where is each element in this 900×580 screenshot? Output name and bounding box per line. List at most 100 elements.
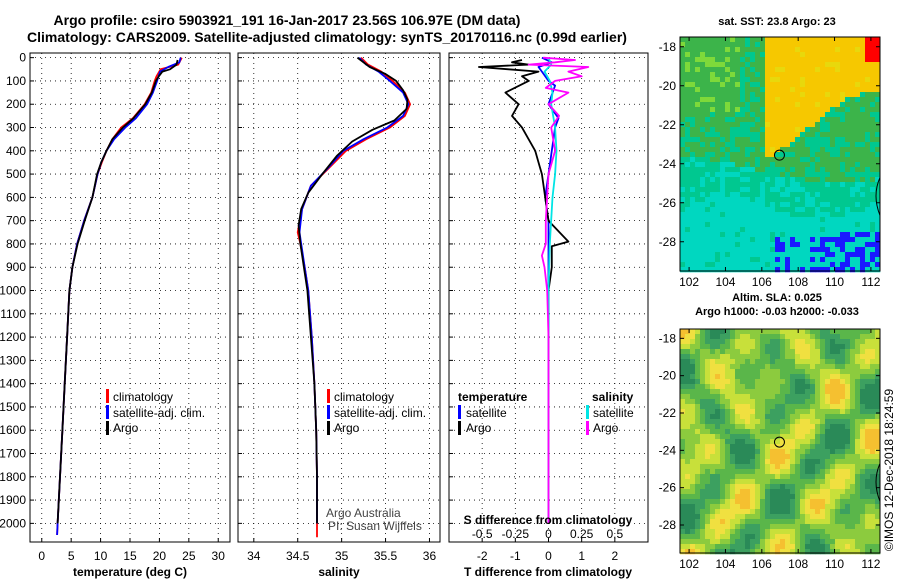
map-cell [810, 212, 816, 218]
map-cell [740, 429, 746, 435]
map-cell [730, 72, 736, 78]
map-cell [770, 62, 776, 68]
map-cell [730, 87, 736, 93]
map-cell [780, 444, 786, 450]
map-cell [785, 369, 791, 375]
map-cell [795, 77, 801, 83]
map-cell [845, 419, 851, 425]
map-cell [770, 42, 776, 48]
map-cell [745, 117, 751, 123]
map-cell [830, 47, 836, 53]
map-cell [860, 399, 866, 405]
map-cell [700, 404, 706, 410]
map-cell [865, 62, 871, 68]
map-cell [795, 172, 801, 178]
map-cell [825, 237, 831, 243]
map-cell [760, 112, 766, 118]
map-cell [735, 132, 741, 138]
map-cell [690, 429, 696, 435]
map-cell [680, 112, 686, 118]
map-cell [870, 202, 876, 208]
map-cell [860, 444, 866, 450]
map-cell [695, 72, 701, 78]
map-cell [750, 504, 756, 510]
map-cell [730, 369, 736, 375]
map-cell [815, 167, 821, 173]
map-cell [710, 389, 716, 395]
map-cell [680, 212, 686, 218]
map-cell [780, 107, 786, 113]
map-cell [820, 222, 826, 228]
map-cell [755, 454, 761, 460]
map-cell [685, 544, 691, 550]
map-cell [725, 202, 731, 208]
map-cell [820, 252, 826, 258]
map-cell [775, 247, 781, 253]
map-cell [710, 489, 716, 495]
map-cell [785, 474, 791, 480]
map-cell [765, 127, 771, 133]
map-cell [745, 534, 751, 540]
map-cell [840, 544, 846, 550]
map-cell [870, 474, 876, 480]
map-cell [875, 534, 881, 540]
map-cell [755, 207, 761, 213]
map-cell [840, 112, 846, 118]
depth-tick-label: 1800 [0, 470, 26, 484]
map-cell [735, 359, 741, 365]
map-cell [830, 102, 836, 108]
map-cell [765, 444, 771, 450]
map-cell [765, 504, 771, 510]
map-cell [865, 499, 871, 505]
map-cell [695, 237, 701, 243]
map-cell [840, 142, 846, 148]
legend-satellite-swatch [327, 405, 330, 419]
map-cell [830, 237, 836, 243]
map-cell [855, 534, 861, 540]
map-cell [785, 227, 791, 233]
map-cell [860, 549, 866, 555]
map-cell [715, 52, 721, 58]
series-temperature-argo [477, 59, 570, 524]
map-cell [745, 122, 751, 128]
map-cell [715, 107, 721, 113]
map-cell [710, 394, 716, 400]
map-cell [745, 127, 751, 133]
map-cell [695, 439, 701, 445]
map-cell [795, 384, 801, 390]
map-cell [765, 529, 771, 535]
map-cell [700, 37, 706, 43]
map-cell [765, 339, 771, 345]
map-cell [800, 92, 806, 98]
map-cell [775, 82, 781, 88]
map-cell [745, 444, 751, 450]
map-cell [850, 252, 856, 258]
map-cell [700, 77, 706, 83]
map-cell [800, 354, 806, 360]
map-cell [720, 354, 726, 360]
map-cell [840, 147, 846, 153]
map-cell [850, 449, 856, 455]
map-cell [860, 262, 866, 268]
map-cell [820, 404, 826, 410]
map-cell [835, 212, 841, 218]
map-cell [765, 47, 771, 53]
map-cell [765, 97, 771, 103]
map-cell [795, 334, 801, 340]
map-cell [750, 47, 756, 53]
map-cell [840, 494, 846, 500]
map-cell [875, 77, 881, 83]
map-cell [740, 339, 746, 345]
map-cell [790, 469, 796, 475]
map-cell [835, 339, 841, 345]
map-cell [845, 227, 851, 233]
map-cell [850, 344, 856, 350]
map-cell [715, 379, 721, 385]
map-cell [765, 242, 771, 248]
map-cell [680, 242, 686, 248]
map-cell [840, 192, 846, 198]
map-cell [825, 424, 831, 430]
map-cell [805, 504, 811, 510]
map-cell [715, 167, 721, 173]
map-cell [845, 409, 851, 415]
